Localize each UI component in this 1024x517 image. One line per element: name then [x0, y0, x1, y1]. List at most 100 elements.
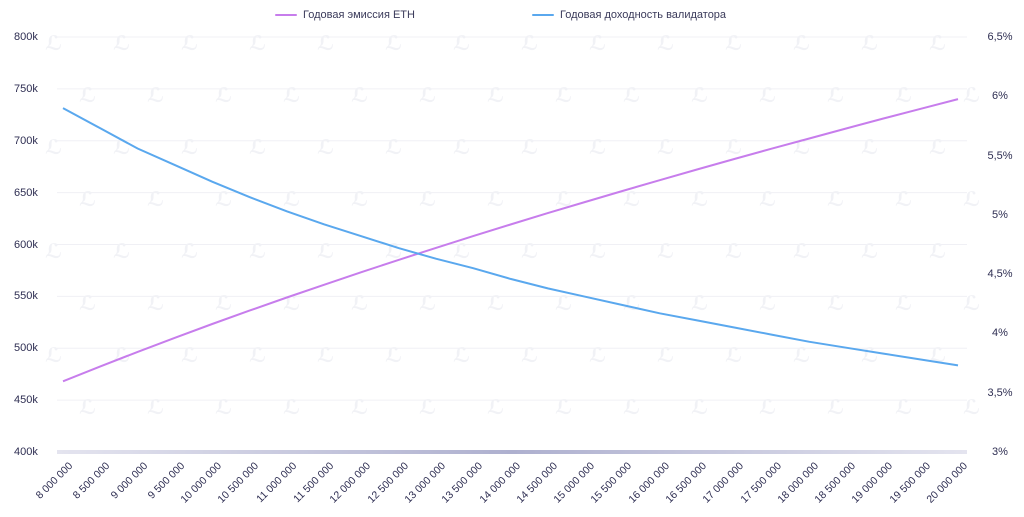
watermark-logo-icon: ℒ	[759, 187, 776, 211]
x-axis-baseline	[57, 450, 967, 454]
watermark-logo-icon: ℒ	[113, 31, 130, 55]
watermark-logo-icon: ℒ	[657, 343, 674, 367]
watermark-logo-icon: ℒ	[793, 343, 810, 367]
watermark-logo-icon: ℒ	[861, 239, 878, 263]
watermark-logo-icon: ℒ	[827, 395, 844, 419]
watermark-logo-icon: ℒ	[317, 135, 334, 159]
watermark-logo-icon: ℒ	[691, 187, 708, 211]
watermark-logo-icon: ℒ	[589, 239, 606, 263]
watermark-logo-icon: ℒ	[181, 135, 198, 159]
watermark-logo-icon: ℒ	[45, 135, 62, 159]
watermark-logo-icon: ℒ	[351, 395, 368, 419]
watermark-logo-icon: ℒ	[453, 343, 470, 367]
watermark-logo-icon: ℒ	[181, 343, 198, 367]
y-tick-left: 750k	[14, 82, 38, 95]
watermark-logo-icon: ℒ	[351, 291, 368, 315]
watermark-logo-icon: ℒ	[181, 31, 198, 55]
watermark-logo-icon: ℒ	[725, 239, 742, 263]
watermark-logo-icon: ℒ	[521, 239, 538, 263]
watermark-logo-icon: ℒ	[555, 291, 572, 315]
watermark-logo-icon: ℒ	[725, 343, 742, 367]
watermark-logo-icon: ℒ	[385, 343, 402, 367]
watermark-logo-icon: ℒ	[657, 239, 674, 263]
watermark-logo-icon: ℒ	[79, 187, 96, 211]
line-validator-yield	[62, 107, 959, 367]
watermark-logo-icon: ℒ	[385, 135, 402, 159]
watermark-logo-icon: ℒ	[249, 343, 266, 367]
y-tick-right: 3%	[992, 446, 1008, 458]
watermark-logo-icon: ℒ	[215, 187, 232, 211]
watermark-logo-icon: ℒ	[215, 291, 232, 315]
watermark-logo-icon: ℒ	[283, 187, 300, 211]
watermark-logo-icon: ℒ	[147, 187, 164, 211]
watermark-logo-icon: ℒ	[521, 343, 538, 367]
y-tick-left: 600k	[14, 238, 38, 251]
watermark-logo-icon: ℒ	[895, 291, 912, 315]
legend-label: Годовая эмиссия ETH	[303, 9, 415, 21]
watermark-logo-icon: ℒ	[759, 83, 776, 107]
watermark-logo-icon: ℒ	[555, 83, 572, 107]
legend-item-validator-yield[interactable]: Годовая доходность валидатора	[532, 9, 726, 21]
watermark-logo-icon: ℒ	[351, 187, 368, 211]
watermark-logo-icon: ℒ	[351, 83, 368, 107]
watermark-logo-icon: ℒ	[419, 187, 436, 211]
watermark-logo-icon: ℒ	[895, 395, 912, 419]
watermark-logo-icon: ℒ	[215, 395, 232, 419]
watermark-logo-icon: ℒ	[487, 187, 504, 211]
watermark-logo-icon: ℒ	[317, 343, 334, 367]
watermark-logo-icon: ℒ	[79, 291, 96, 315]
watermark-logo-icon: ℒ	[589, 343, 606, 367]
watermark-logo-icon: ℒ	[827, 187, 844, 211]
watermark-logo-icon: ℒ	[963, 291, 980, 315]
y-tick-right: 4,5%	[987, 268, 1013, 281]
watermark-logo-icon: ℒ	[691, 83, 708, 107]
watermark-logos: ℒ ℒ ℒ ℒ ℒ ℒ ℒ ℒ ℒ ℒ ℒ ℒ ℒ ℒ ℒ ℒ ℒ ℒ ℒ ℒ ℒ ℒ ℒ ℒ ℒ ℒ ℒ ℒ ℒ ℒ ℒ ℒ ℒ ℒ ℒ ℒ ℒ ℒ ℒ ℒ…	[45, 31, 980, 419]
y-tick-left: 450k	[14, 394, 38, 407]
y-tick-left: 400k	[14, 446, 38, 458]
watermark-logo-icon: ℒ	[861, 31, 878, 55]
watermark-logo-icon: ℒ	[929, 31, 946, 55]
legend-label: Годовая доходность валидатора	[560, 9, 727, 21]
legend-swatch-eth-emission	[275, 14, 297, 16]
watermark-logo-icon: ℒ	[453, 135, 470, 159]
watermark-logo-icon: ℒ	[215, 83, 232, 107]
watermark-logo-icon: ℒ	[453, 31, 470, 55]
watermark-logo-icon: ℒ	[385, 31, 402, 55]
watermark-logo-icon: ℒ	[45, 343, 62, 367]
watermark-logo-icon: ℒ	[45, 239, 62, 263]
watermark-logo-icon: ℒ	[827, 83, 844, 107]
watermark-logo-icon: ℒ	[147, 291, 164, 315]
watermark-logo-icon: ℒ	[657, 135, 674, 159]
watermark-logo-icon: ℒ	[419, 83, 436, 107]
watermark-logo-icon: ℒ	[419, 291, 436, 315]
watermark-logo-icon: ℒ	[895, 187, 912, 211]
y-tick-left: 700k	[14, 134, 38, 147]
watermark-logo-icon: ℒ	[725, 31, 742, 55]
y-tick-right: 4%	[992, 327, 1008, 340]
watermark-logo-icon: ℒ	[147, 395, 164, 419]
gridlines	[57, 36, 967, 401]
y-tick-right: 6%	[992, 90, 1008, 103]
watermark-logo-icon: ℒ	[521, 31, 538, 55]
watermark-logo-icon: ℒ	[147, 83, 164, 107]
watermark-logo-icon: ℒ	[113, 343, 130, 367]
watermark-logo-icon: ℒ	[419, 395, 436, 419]
y-tick-left: 800k	[14, 31, 38, 43]
watermark-logo-icon: ℒ	[759, 395, 776, 419]
watermark-logo-icon: ℒ	[963, 395, 980, 419]
watermark-logo-icon: ℒ	[249, 135, 266, 159]
chart-legend: Годовая эмиссия ETH Годовая доходность в…	[0, 9, 1024, 25]
legend-item-eth-emission[interactable]: Годовая эмиссия ETH	[275, 9, 415, 21]
watermark-logo-icon: ℒ	[283, 83, 300, 107]
y-tick-left: 500k	[14, 342, 38, 355]
watermark-logo-icon: ℒ	[487, 83, 504, 107]
watermark-logo-icon: ℒ	[249, 31, 266, 55]
watermark-logo-icon: ℒ	[181, 239, 198, 263]
watermark-logo-icon: ℒ	[759, 291, 776, 315]
watermark-logo-icon: ℒ	[827, 291, 844, 315]
watermark-logo-icon: ℒ	[487, 395, 504, 419]
watermark-logo-icon: ℒ	[963, 187, 980, 211]
watermark-logo-icon: ℒ	[249, 239, 266, 263]
watermark-logo-icon: ℒ	[45, 31, 62, 55]
